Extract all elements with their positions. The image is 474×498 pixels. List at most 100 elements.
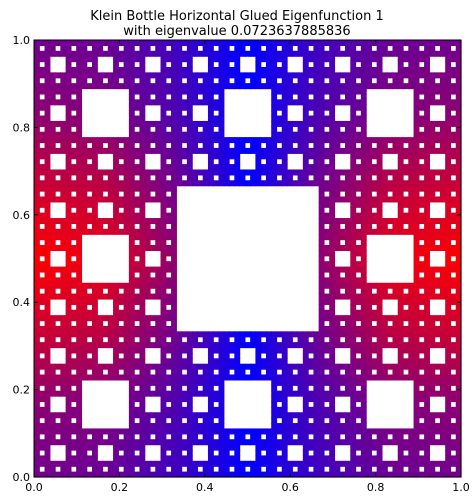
heatmap-cell xyxy=(392,282,399,289)
heatmap-cell xyxy=(34,266,40,273)
heatmap-cell xyxy=(350,153,357,160)
heatmap-cell xyxy=(439,390,446,397)
heatmap-cell xyxy=(165,180,172,187)
heatmap-cell xyxy=(413,153,420,160)
heatmap-cell xyxy=(91,212,98,219)
heatmap-cell xyxy=(287,428,293,435)
heatmap-cell xyxy=(39,406,46,413)
heatmap-cell xyxy=(308,120,314,127)
heatmap-cell xyxy=(366,196,372,203)
heatmap-cell xyxy=(345,390,351,397)
heatmap-cell xyxy=(387,83,394,90)
heatmap-cell xyxy=(334,412,341,419)
heatmap-cell xyxy=(329,444,336,451)
heatmap-cell xyxy=(281,83,288,90)
heatmap-cell xyxy=(329,255,336,262)
heatmap-cell xyxy=(202,40,209,46)
heatmap-cell xyxy=(403,228,409,235)
heatmap-cell xyxy=(297,99,304,106)
heatmap-cell xyxy=(234,45,241,52)
heatmap-cell xyxy=(265,66,272,73)
heatmap-cell xyxy=(287,374,293,381)
heatmap-cell xyxy=(202,460,209,467)
heatmap-cell xyxy=(171,320,177,327)
heatmap-cell xyxy=(403,180,409,187)
heatmap-cell xyxy=(207,169,214,176)
heatmap-cell xyxy=(355,40,362,46)
heatmap-cell xyxy=(429,72,436,79)
heatmap-cell xyxy=(429,196,436,203)
heatmap-cell xyxy=(323,120,330,127)
heatmap-cell xyxy=(34,77,40,84)
heatmap-cell xyxy=(387,147,394,154)
heatmap-cell xyxy=(218,56,225,63)
heatmap-cell xyxy=(223,336,230,343)
heatmap-cell xyxy=(250,439,257,446)
heatmap-cell xyxy=(265,61,272,68)
heatmap-cell xyxy=(318,471,325,478)
heatmap-cell xyxy=(213,363,220,370)
heatmap-cell xyxy=(49,471,56,478)
heatmap-cell xyxy=(34,320,40,327)
heatmap-cell xyxy=(65,417,72,424)
heatmap-cell xyxy=(160,223,167,230)
heatmap-cell xyxy=(250,45,257,52)
heatmap-cell xyxy=(413,131,420,138)
heatmap-cell xyxy=(413,412,420,419)
heatmap-cell xyxy=(323,218,330,225)
heatmap-cell xyxy=(70,72,77,79)
heatmap-cell xyxy=(144,412,151,419)
heatmap-cell xyxy=(34,250,40,257)
heatmap-cell xyxy=(123,433,130,440)
heatmap-cell xyxy=(76,223,83,230)
heatmap-cell xyxy=(160,412,167,419)
heatmap-cell xyxy=(213,331,220,338)
heatmap-cell xyxy=(218,147,225,154)
heatmap-cell xyxy=(239,142,246,149)
heatmap-cell xyxy=(39,50,46,57)
heatmap-cell xyxy=(213,444,220,451)
heatmap-cell xyxy=(113,66,119,73)
heatmap-cell xyxy=(413,223,420,230)
heatmap-cell xyxy=(144,390,151,397)
heatmap-cell xyxy=(355,180,362,187)
heatmap-cell xyxy=(123,331,130,338)
heatmap-cell xyxy=(102,196,109,203)
heatmap-cell xyxy=(207,164,214,171)
heatmap-cell xyxy=(397,466,404,473)
heatmap-cell xyxy=(39,309,46,316)
heatmap-cell xyxy=(139,223,146,230)
heatmap-cell xyxy=(44,131,51,138)
heatmap-cell xyxy=(160,110,167,117)
heatmap-cell xyxy=(418,218,425,225)
heatmap-cell xyxy=(345,245,351,252)
heatmap-cell xyxy=(339,379,346,386)
heatmap-cell xyxy=(229,137,235,144)
heatmap-cell xyxy=(418,293,425,300)
heatmap-cell xyxy=(218,466,225,473)
heatmap-cell xyxy=(192,460,199,467)
heatmap-cell xyxy=(287,93,293,100)
heatmap-cell xyxy=(86,169,93,176)
heatmap-cell xyxy=(455,325,462,332)
heatmap-cell xyxy=(366,201,372,208)
heatmap-cell xyxy=(339,282,346,289)
heatmap-cell xyxy=(86,428,93,435)
heatmap-cell xyxy=(176,369,183,376)
heatmap-cell xyxy=(271,385,278,392)
heatmap-cell xyxy=(39,363,46,370)
heatmap-cell xyxy=(318,126,325,133)
heatmap-cell xyxy=(102,293,109,300)
heatmap-cell xyxy=(171,325,177,332)
heatmap-cell xyxy=(218,374,225,381)
heatmap-cell xyxy=(434,315,441,322)
heatmap-cell xyxy=(445,45,452,52)
heatmap-cell xyxy=(271,147,278,154)
heatmap-cell xyxy=(207,88,214,95)
heatmap-cell xyxy=(65,315,72,322)
heatmap-cell xyxy=(155,239,162,246)
heatmap-cell xyxy=(355,315,362,322)
heatmap-cell xyxy=(49,88,56,95)
heatmap-cell xyxy=(55,99,61,106)
heatmap-cell xyxy=(149,293,156,300)
